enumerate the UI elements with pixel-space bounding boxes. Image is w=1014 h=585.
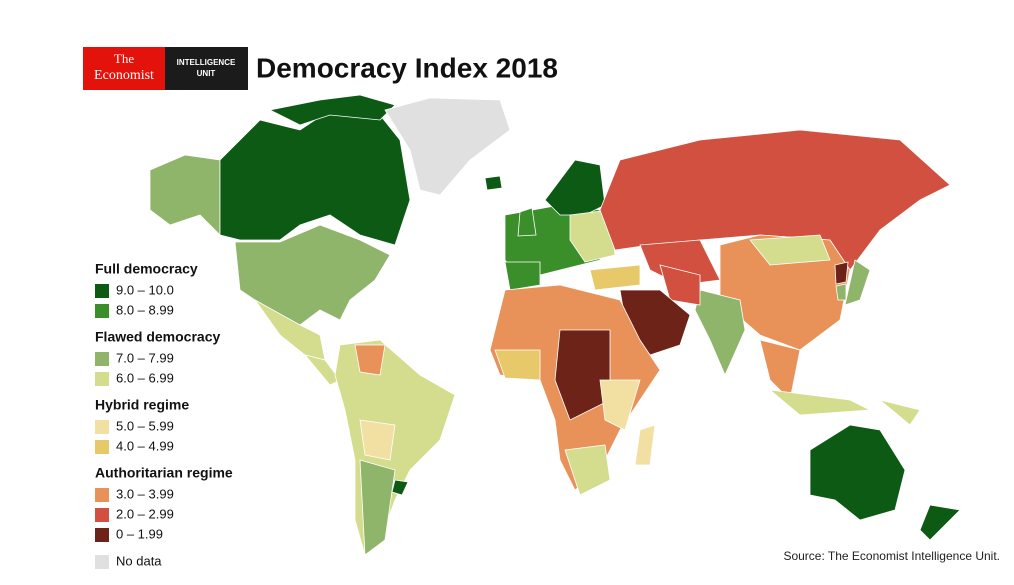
- legend-swatch: [95, 352, 109, 366]
- world-map: [149, 94, 961, 556]
- title: Democracy Index 2018: [256, 52, 558, 83]
- legend-label: 7.0 – 7.99: [116, 350, 174, 365]
- legend-swatch: [95, 420, 109, 434]
- legend-label: 6.0 – 6.99: [116, 370, 174, 385]
- economist-logo: [83, 47, 165, 90]
- legend: Full democracy 9.0 – 10.0 8.0 – 8.99 Flawed…: [95, 261, 233, 569]
- eiu-logo: [165, 47, 248, 90]
- legend-group-title: Hybrid regime: [95, 397, 189, 413]
- legend-label: 3.0 – 3.99: [116, 486, 174, 501]
- legend-group-title: Authoritarian regime: [95, 465, 233, 481]
- legend-label: 0 – 1.99: [116, 526, 163, 541]
- legend-swatch: [95, 304, 109, 318]
- legend-group-title: Flawed democracy: [95, 329, 220, 345]
- legend-label: 2.0 – 2.99: [116, 506, 174, 521]
- logo-text: Economist: [94, 68, 154, 83]
- legend-swatch: [95, 372, 109, 386]
- logo-text: UNIT: [197, 69, 216, 78]
- legend-group-title: Full democracy: [95, 261, 198, 277]
- legend-swatch: [95, 284, 109, 298]
- legend-label: 9.0 – 10.0: [116, 282, 174, 297]
- legend-label: No data: [116, 553, 162, 568]
- legend-label: 5.0 – 5.99: [116, 418, 174, 433]
- logo-text: INTELLIGENCE: [177, 58, 236, 67]
- legend-label: 8.0 – 8.99: [116, 302, 174, 317]
- legend-label: 4.0 – 4.99: [116, 438, 174, 453]
- legend-swatch: [95, 555, 109, 569]
- legend-swatch: [95, 488, 109, 502]
- legend-swatch: [95, 508, 109, 522]
- source: Source: The Economist Intelligence Unit.: [783, 549, 1000, 563]
- legend-swatch: [95, 528, 109, 542]
- logo-text: The: [114, 51, 134, 66]
- legend-swatch: [95, 440, 109, 454]
